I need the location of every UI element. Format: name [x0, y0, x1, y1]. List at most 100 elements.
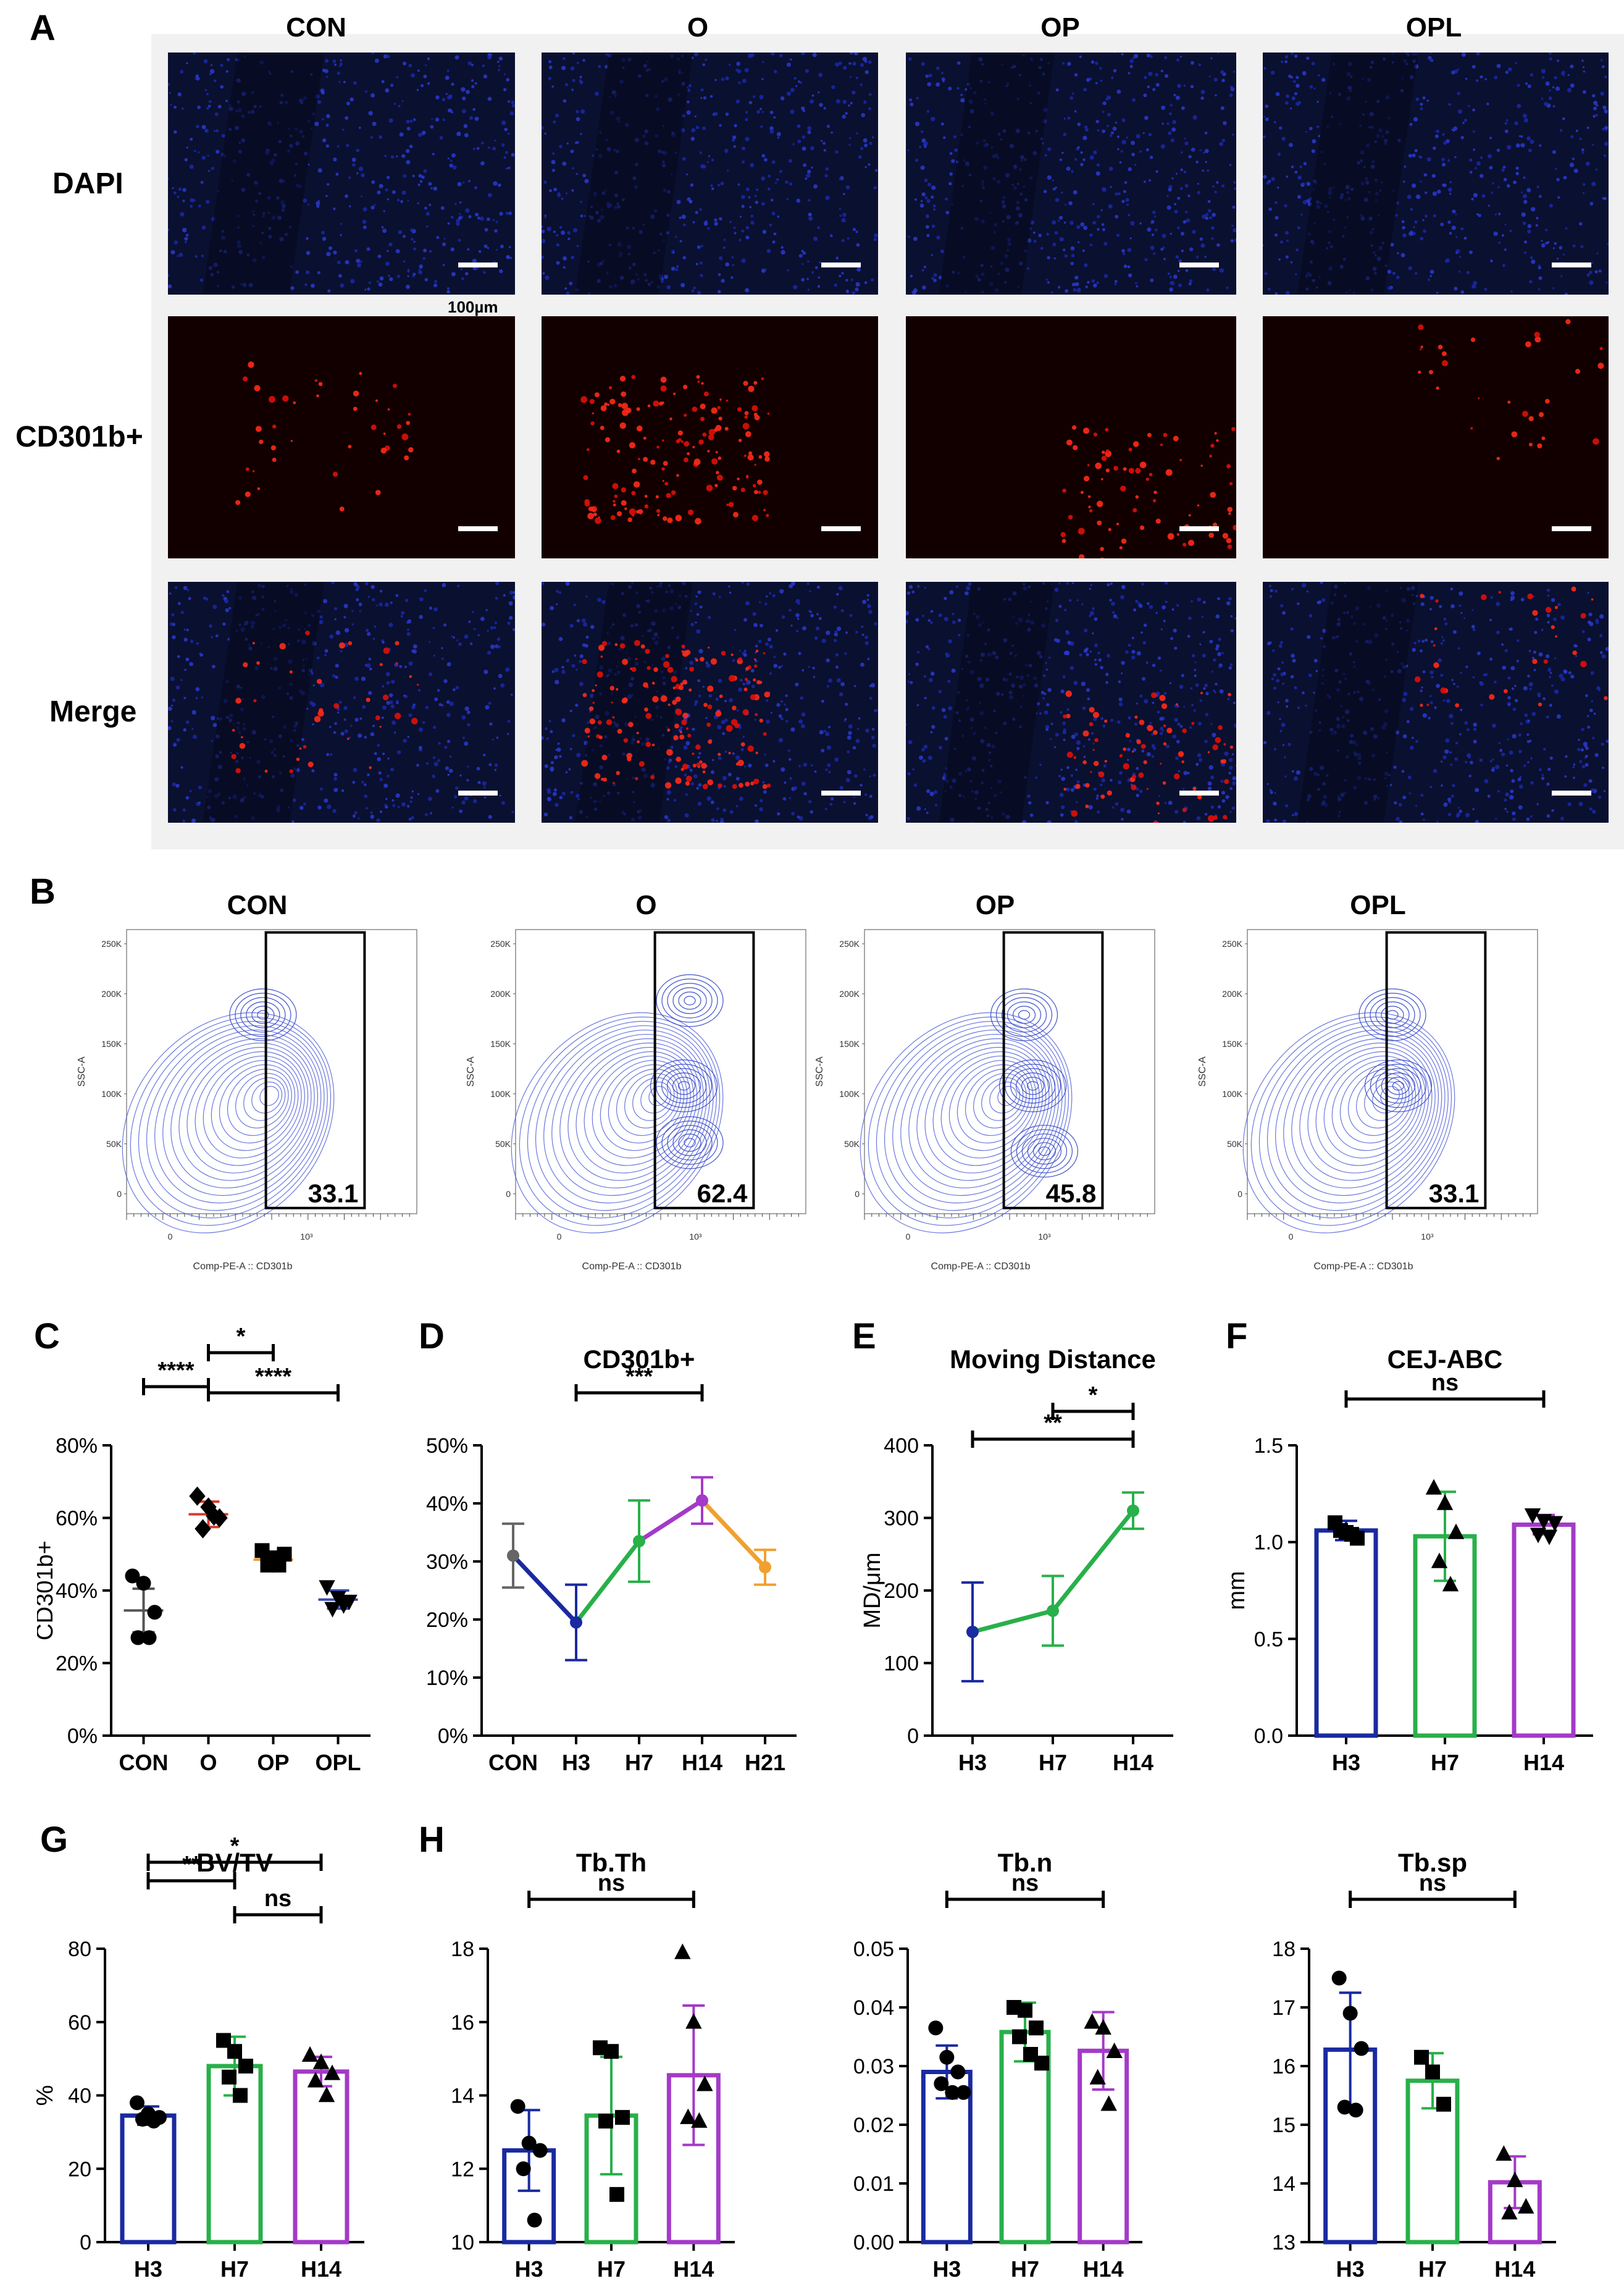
series-line — [700, 1498, 767, 1569]
data-point — [271, 1557, 287, 1573]
scale-bar — [821, 526, 861, 531]
data-point — [1447, 1523, 1465, 1539]
scale-bar — [1552, 791, 1591, 796]
data-point — [238, 2059, 253, 2073]
y-tick-label: 18 — [451, 1938, 474, 1961]
panel-a-col-o: O — [687, 12, 709, 43]
y-axis-label: CD301b+ — [37, 1540, 58, 1641]
flow-x-tick: 0 — [168, 1232, 173, 1242]
scale-bar — [1552, 526, 1591, 531]
error-bar — [628, 1499, 650, 1583]
scale-bar — [1179, 526, 1219, 531]
bar — [1512, 1522, 1576, 1738]
error-bar — [961, 1581, 984, 1683]
x-tick-label: H21 — [745, 1750, 785, 1773]
y-tick-label: 60% — [56, 1507, 98, 1531]
y-tick-label: 15 — [1272, 2114, 1295, 2137]
flow-y-tick: 250K — [490, 939, 511, 949]
y-tick-label: 40 — [68, 2085, 91, 2108]
data-point — [1106, 2042, 1123, 2059]
flow-y-tick: 150K — [101, 1039, 122, 1049]
flow-gate-value: 45.8 — [1046, 1179, 1097, 1208]
scale-bar-label: 100µm — [448, 298, 498, 316]
flow-gate-value: 62.4 — [697, 1179, 748, 1208]
data-point — [1436, 2096, 1451, 2112]
y-tick-label: 30% — [426, 1550, 468, 1574]
panel-a-col-op: OP — [1040, 12, 1080, 43]
y-tick-label: 0.01 — [853, 2172, 894, 2196]
data-point — [141, 1630, 157, 1645]
y-tick-label: 40% — [56, 1579, 98, 1603]
data-point — [318, 2086, 335, 2103]
data-point — [146, 2114, 161, 2129]
data-point — [1018, 2002, 1032, 2018]
data-point — [939, 2049, 955, 2065]
panel-label-g: G — [40, 1820, 69, 1860]
flow-plot-title: OPL — [1350, 890, 1405, 920]
data-point — [125, 1568, 140, 1584]
flow-y-tick: 200K — [839, 989, 860, 999]
y-tick-label: 16 — [451, 2011, 474, 2035]
data-point — [1348, 2103, 1363, 2118]
flow-y-tick: 250K — [1222, 939, 1242, 949]
data-point — [307, 2072, 324, 2088]
data-point — [516, 2161, 531, 2177]
x-tick-label: CON — [488, 1750, 538, 1773]
panel-a-row-dapi: DAPI — [52, 167, 123, 200]
x-tick-label: H3 — [515, 2256, 543, 2282]
flow-y-label: SSC-A — [814, 1056, 825, 1086]
significance-bracket: * — [146, 1833, 323, 1871]
data-point — [510, 2099, 525, 2114]
panel-a-row-cd301b: CD301b+ — [15, 421, 143, 453]
chart-H1: Tb.Th 10 12 14 16 18 H3 H7 H14 ns — [451, 1848, 735, 2282]
data-point — [189, 1486, 206, 1506]
flow-y-tick: 0 — [1237, 1189, 1242, 1199]
data-point — [1436, 1494, 1454, 1510]
micrograph-1-1 — [542, 316, 878, 558]
y-tick-label: 10% — [426, 1666, 468, 1690]
flow-x-label: Comp-PE-A :: CD301b — [931, 1261, 1031, 1272]
y-tick-label: 400 — [884, 1434, 919, 1458]
error-bar — [691, 1476, 713, 1525]
x-tick-label: H3 — [1336, 2256, 1365, 2282]
x-tick-label: H3 — [562, 1750, 590, 1773]
flow-plot-3: OPL 250K 200K 150K 100K 50K 0 SSC-A 0 10³ Comp-PE-… — [1197, 890, 1538, 1272]
chart-F: CEJ-ABC 0.0 0.5 1.0 1.5 mm H3 H7 H14 ns — [1224, 1345, 1593, 1773]
flow-x-tick: 10³ — [689, 1232, 702, 1242]
data-point — [233, 2088, 248, 2103]
data-point — [227, 2044, 242, 2059]
significance-bracket: ns — [945, 1870, 1105, 1908]
scale-bar — [821, 263, 861, 267]
significance-label: * — [230, 1833, 240, 1859]
scale-bar — [458, 263, 498, 267]
error-bar — [1122, 1491, 1144, 1531]
data-point — [956, 2085, 971, 2100]
x-tick-label: H3 — [958, 1750, 987, 1773]
x-tick-label: H7 — [1039, 1750, 1067, 1773]
panel-label-h: H — [419, 1820, 445, 1860]
data-point — [301, 2046, 319, 2062]
flow-y-tick: 100K — [839, 1089, 860, 1099]
x-tick-label: H3 — [932, 2256, 961, 2282]
flow-y-tick: 100K — [101, 1089, 122, 1099]
flow-x-label: Comp-PE-A :: CD301b — [193, 1261, 293, 1272]
panel-label-e: E — [852, 1316, 876, 1356]
y-tick-label: 50% — [426, 1434, 468, 1458]
significance-bracket: **** — [142, 1358, 210, 1395]
micrograph-2-0 — [168, 582, 515, 823]
y-tick-label: 16 — [1272, 2055, 1295, 2078]
micrograph-1-3 — [1263, 316, 1609, 558]
flow-plot-title: OP — [976, 890, 1015, 920]
bar — [1314, 1528, 1378, 1738]
y-axis-label: mm — [1224, 1571, 1250, 1610]
data-point — [1425, 1479, 1442, 1495]
x-tick-label: H7 — [1011, 2256, 1039, 2282]
x-tick-label: H14 — [1083, 2256, 1124, 2282]
flow-x-tick: 10³ — [300, 1232, 313, 1242]
y-tick-label: 14 — [1272, 2172, 1295, 2196]
data-point — [609, 2187, 624, 2202]
flow-plot-1: O 250K 200K 150K 100K 50K 0 SSC-A 0 10³ Comp-PE-A … — [466, 890, 806, 1272]
data-point — [200, 1497, 217, 1517]
y-tick-label: 13 — [1272, 2231, 1295, 2254]
data-point — [521, 2135, 537, 2151]
